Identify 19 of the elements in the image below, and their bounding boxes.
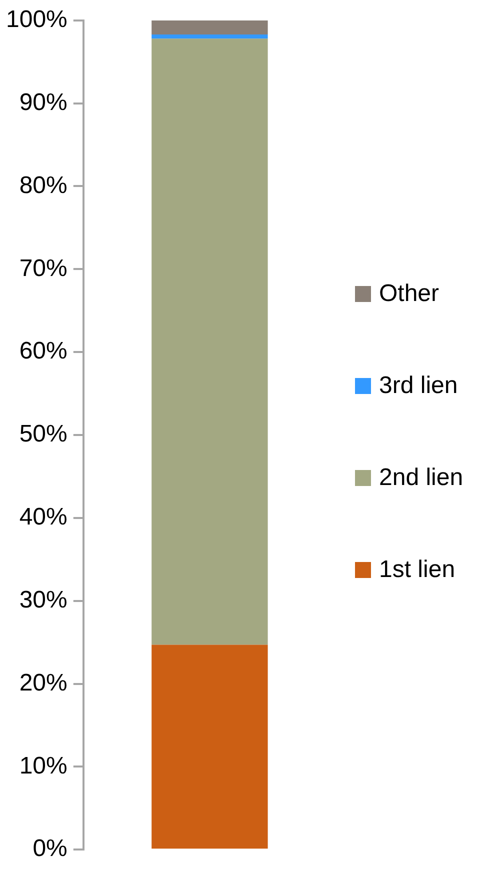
legend-label: 3rd lien xyxy=(379,372,458,400)
bar xyxy=(152,20,268,34)
y-tick-label: 0% xyxy=(32,835,68,862)
y-tick-label: 60% xyxy=(19,338,68,365)
y-tick-label: 80% xyxy=(19,172,68,199)
y-tick-label: 100% xyxy=(6,6,68,34)
bar xyxy=(152,38,268,645)
legend-label: 2nd lien xyxy=(379,464,464,492)
y-tick-label: 10% xyxy=(19,752,68,780)
bar xyxy=(152,644,268,849)
y-tick-label: 20% xyxy=(19,669,68,696)
legend-label: Other xyxy=(379,280,440,308)
y-tick-label: 70% xyxy=(19,254,68,282)
y-tick-label: 30% xyxy=(19,586,68,614)
y-tick-label: 40% xyxy=(19,504,68,531)
legend-label: 1st lien xyxy=(379,556,456,584)
bar xyxy=(152,34,268,39)
y-tick-label: 50% xyxy=(19,420,68,448)
y-tick-label: 90% xyxy=(19,88,68,116)
